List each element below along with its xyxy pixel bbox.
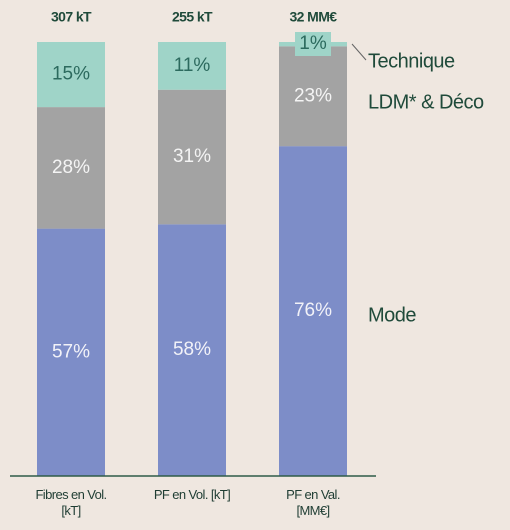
bar-segment bbox=[158, 42, 226, 90]
value-label: 58% bbox=[173, 339, 211, 360]
value-label: 15% bbox=[52, 64, 90, 85]
bar-segment bbox=[158, 224, 226, 476]
bar-segment bbox=[37, 42, 105, 108]
legend-label: LDM* & Déco bbox=[368, 92, 484, 114]
legend-label: Technique bbox=[368, 50, 455, 72]
value-label: 23% bbox=[294, 85, 332, 106]
total-label: 32 MM€ bbox=[290, 9, 338, 25]
legend-label: Mode bbox=[368, 304, 416, 326]
value-label: 31% bbox=[173, 146, 211, 167]
bar-segment bbox=[158, 89, 226, 225]
bar-segment bbox=[37, 228, 105, 476]
total-label: 307 kT bbox=[51, 9, 92, 25]
value-label: 76% bbox=[294, 300, 332, 321]
bar-segment bbox=[37, 107, 105, 229]
leader-line bbox=[351, 43, 367, 61]
value-label: 28% bbox=[52, 157, 90, 178]
bar-segment bbox=[279, 46, 347, 147]
x-tick-label: Fibres en Vol.[kT] bbox=[35, 487, 107, 518]
label-box bbox=[295, 32, 331, 56]
value-label: 1% bbox=[299, 33, 327, 54]
x-tick-label: PF en Val. [MM€] bbox=[286, 487, 340, 518]
total-label: 255 kT bbox=[172, 9, 213, 25]
bar-segment bbox=[279, 146, 347, 476]
value-label: 57% bbox=[52, 341, 90, 362]
value-label: 11% bbox=[174, 55, 211, 76]
x-tick-label: PF en Vol. [kT] bbox=[153, 487, 231, 502]
